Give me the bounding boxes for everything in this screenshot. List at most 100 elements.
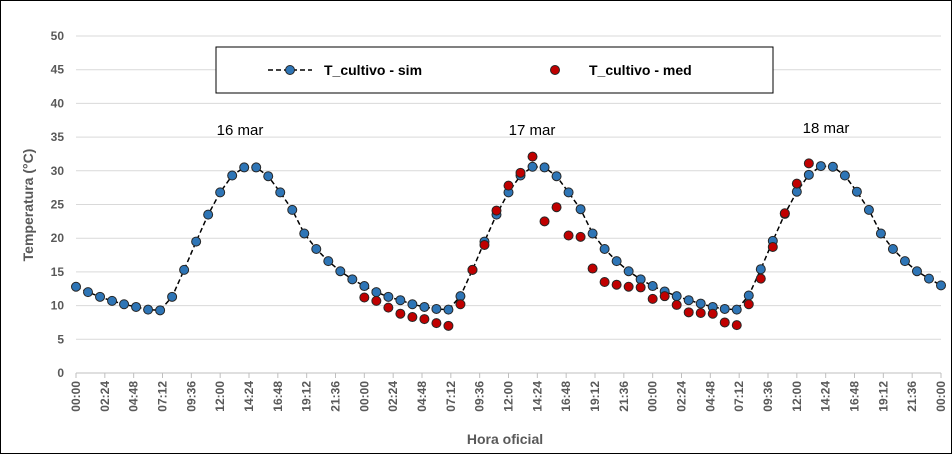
point (623, 281, 634, 292)
x-tick-label: 09:36 (184, 381, 198, 412)
point (359, 281, 370, 292)
point (275, 187, 286, 198)
point (371, 287, 382, 298)
point (359, 292, 370, 303)
point (683, 307, 694, 318)
point (431, 318, 442, 329)
x-tick-label: 21:36 (329, 381, 343, 412)
x-tick-label: 09:36 (761, 381, 775, 412)
x-tick-label: 00:00 (69, 381, 83, 412)
point (443, 320, 454, 331)
point (71, 281, 81, 292)
x-tick-label: 02:24 (98, 381, 112, 412)
x-tick-label: 00:00 (357, 381, 371, 412)
point (635, 282, 646, 293)
x-tick-label: 00:00 (934, 381, 948, 412)
point (395, 308, 406, 319)
point (491, 205, 502, 216)
y-tick-label: 10 (51, 299, 65, 313)
point (791, 178, 802, 189)
point (599, 277, 610, 288)
point (299, 228, 310, 239)
point (215, 187, 226, 198)
point (455, 299, 466, 310)
point (263, 171, 274, 182)
point (671, 299, 682, 310)
point (119, 299, 130, 310)
point (95, 291, 106, 302)
x-tick-label: 16:48 (848, 381, 862, 412)
point (371, 295, 382, 306)
y-tick-label: 40 (51, 96, 65, 110)
point (599, 243, 610, 254)
point (839, 170, 850, 181)
legend-marker (285, 65, 295, 75)
point (203, 209, 214, 220)
point (671, 291, 682, 302)
point (647, 281, 658, 292)
point (936, 280, 946, 291)
point (551, 202, 562, 213)
annotation: 17 mar (509, 122, 556, 139)
point (287, 204, 298, 215)
point (563, 187, 574, 198)
point (899, 256, 910, 267)
point (83, 287, 94, 298)
point (623, 266, 634, 277)
point (875, 228, 886, 239)
point (851, 186, 862, 197)
x-tick-label: 04:48 (127, 381, 141, 412)
point (611, 256, 622, 267)
x-tick-label: 02:24 (386, 381, 400, 412)
y-tick-label: 30 (51, 164, 65, 178)
point (551, 171, 562, 182)
point (575, 231, 586, 242)
point (815, 161, 826, 172)
point (323, 256, 334, 267)
y-tick-label: 25 (51, 198, 65, 212)
x-tick-label: 09:36 (473, 381, 487, 412)
x-tick-label: 19:12 (588, 381, 602, 412)
point (863, 204, 874, 215)
x-tick-label: 04:48 (703, 381, 717, 412)
x-tick-label: 07:12 (156, 381, 170, 412)
point (743, 299, 754, 310)
point (467, 264, 478, 275)
y-axis-label: Temperatura (°C) (20, 149, 36, 262)
point (155, 305, 166, 316)
point (347, 274, 358, 285)
point (587, 228, 598, 239)
point (179, 264, 190, 275)
x-tick-label: 16:48 (559, 381, 573, 412)
point (719, 303, 730, 314)
y-tick-label: 20 (51, 231, 65, 245)
x-tick-label: 07:12 (444, 381, 458, 412)
x-tick-label: 04:48 (415, 381, 429, 412)
point (695, 298, 706, 309)
point (227, 170, 238, 181)
point (407, 299, 418, 310)
annotation: 18 mar (803, 120, 850, 137)
point (923, 273, 934, 284)
point (683, 295, 694, 306)
point (803, 158, 814, 169)
point (107, 295, 118, 306)
point (719, 317, 730, 328)
point (731, 304, 742, 315)
x-tick-label: 16:48 (271, 381, 285, 412)
point (527, 151, 538, 162)
y-tick-label: 50 (51, 29, 65, 43)
point (335, 266, 346, 277)
y-tick-label: 35 (51, 130, 65, 144)
point (515, 167, 526, 178)
point (755, 264, 766, 275)
x-tick-label: 12:00 (502, 381, 516, 412)
x-tick-label: 12:00 (790, 381, 804, 412)
point (527, 161, 538, 172)
point (407, 312, 418, 323)
point (395, 295, 406, 306)
point (419, 314, 430, 325)
y-tick-label: 0 (57, 366, 64, 380)
point (503, 180, 514, 191)
